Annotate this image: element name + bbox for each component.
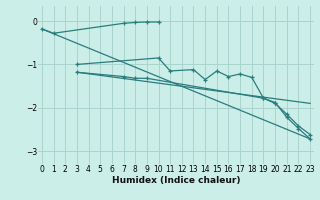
X-axis label: Humidex (Indice chaleur): Humidex (Indice chaleur)	[112, 176, 240, 185]
